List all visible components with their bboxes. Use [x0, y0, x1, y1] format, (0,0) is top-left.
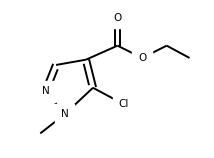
Text: N: N: [61, 109, 69, 119]
Text: O: O: [138, 53, 146, 63]
Text: O: O: [113, 12, 122, 23]
Text: Cl: Cl: [119, 99, 129, 109]
Text: N: N: [42, 86, 49, 96]
